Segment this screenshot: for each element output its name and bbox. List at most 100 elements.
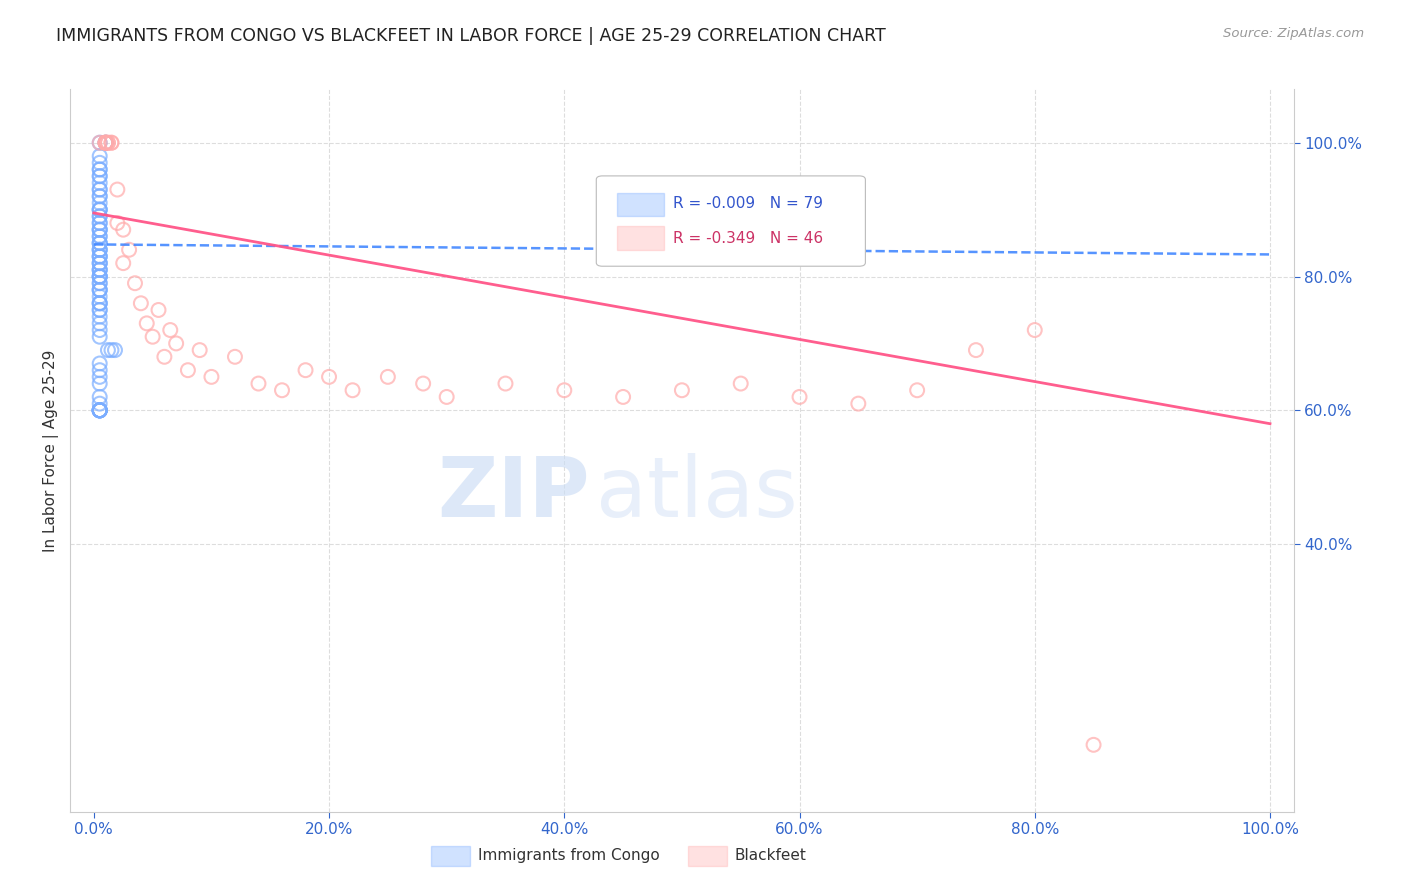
Point: [247, 376, 270, 391]
Point: [89, 403, 111, 417]
Point: [730, 376, 752, 391]
Point: [612, 390, 634, 404]
Point: [89, 250, 111, 264]
Point: [112, 223, 135, 237]
Point: [89, 216, 111, 230]
Text: Blackfeet: Blackfeet: [734, 847, 807, 863]
Point: [495, 376, 517, 391]
Point: [412, 376, 434, 391]
Point: [965, 343, 987, 358]
Point: [94, 136, 117, 150]
Point: [89, 396, 111, 410]
Point: [89, 269, 111, 284]
Point: [100, 136, 122, 150]
Point: [89, 403, 111, 417]
Point: [89, 296, 111, 310]
Bar: [617, 193, 664, 216]
Point: [89, 136, 111, 150]
Point: [89, 283, 111, 297]
Point: [89, 169, 111, 184]
Point: [89, 403, 111, 417]
Text: R = -0.009   N = 79: R = -0.009 N = 79: [673, 196, 824, 211]
Point: [89, 263, 111, 277]
Point: [105, 182, 128, 196]
Point: [177, 363, 200, 377]
Point: [89, 236, 111, 251]
Point: [100, 343, 122, 358]
Point: [89, 189, 111, 203]
Point: [1083, 738, 1105, 752]
Point: [89, 250, 111, 264]
Point: [89, 243, 111, 257]
Text: atlas: atlas: [596, 453, 799, 534]
Point: [89, 403, 111, 417]
Point: [89, 236, 111, 251]
Point: [153, 350, 176, 364]
Point: [89, 256, 111, 270]
Point: [318, 369, 340, 384]
Point: [105, 216, 128, 230]
Point: [129, 296, 152, 310]
Point: [100, 136, 122, 150]
Point: [89, 390, 111, 404]
Point: [89, 330, 111, 344]
Point: [89, 376, 111, 391]
Point: [148, 303, 170, 318]
Point: [89, 403, 111, 417]
Point: [789, 390, 811, 404]
Point: [94, 136, 117, 150]
Point: [89, 269, 111, 284]
Point: [89, 189, 111, 203]
Point: [124, 277, 146, 291]
Point: [89, 176, 111, 190]
Point: [89, 202, 111, 217]
Point: [89, 323, 111, 337]
Point: [200, 369, 222, 384]
Point: [89, 303, 111, 318]
Point: [89, 210, 111, 224]
Point: [89, 289, 111, 303]
Point: [94, 136, 117, 150]
Point: [89, 317, 111, 331]
Point: [89, 169, 111, 184]
Point: [89, 263, 111, 277]
Point: [89, 182, 111, 196]
Point: [89, 403, 111, 417]
Point: [89, 210, 111, 224]
Text: ZIP: ZIP: [437, 453, 591, 534]
Point: [342, 384, 364, 398]
Point: [377, 369, 399, 384]
Point: [89, 162, 111, 177]
Point: [112, 256, 135, 270]
Text: Source: ZipAtlas.com: Source: ZipAtlas.com: [1223, 27, 1364, 40]
Point: [89, 283, 111, 297]
Point: [671, 384, 693, 398]
Point: [905, 384, 928, 398]
Text: Immigrants from Congo: Immigrants from Congo: [478, 847, 659, 863]
Y-axis label: In Labor Force | Age 25-29: In Labor Force | Age 25-29: [44, 350, 59, 551]
Point: [89, 223, 111, 237]
Point: [89, 182, 111, 196]
Bar: [617, 227, 664, 250]
Point: [1024, 323, 1046, 337]
Point: [159, 323, 181, 337]
Point: [89, 303, 111, 318]
Point: [97, 343, 120, 358]
FancyBboxPatch shape: [596, 176, 866, 266]
Point: [165, 336, 187, 351]
Point: [142, 330, 165, 344]
Point: [846, 396, 869, 410]
Point: [89, 296, 111, 310]
Point: [89, 162, 111, 177]
Point: [89, 356, 111, 371]
Point: [89, 369, 111, 384]
Text: R = -0.349   N = 46: R = -0.349 N = 46: [673, 230, 824, 245]
Bar: [688, 846, 727, 866]
Point: [89, 243, 111, 257]
Point: [89, 202, 111, 217]
Point: [94, 136, 117, 150]
Point: [89, 269, 111, 284]
Point: [89, 283, 111, 297]
Point: [89, 269, 111, 284]
Point: [89, 296, 111, 310]
